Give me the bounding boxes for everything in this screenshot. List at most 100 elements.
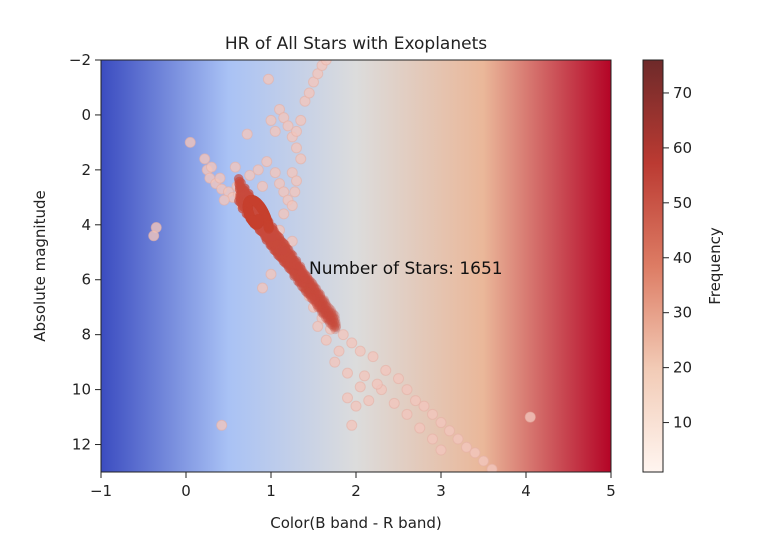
star-point: [322, 314, 333, 325]
star-point: [307, 290, 318, 301]
star-point: [318, 309, 329, 319]
star-point: [330, 319, 341, 329]
star-point: [354, 381, 366, 393]
star-point: [317, 307, 327, 318]
star-point: [524, 411, 536, 423]
star-point: [304, 277, 315, 287]
star-point: [329, 321, 340, 331]
star-point: [401, 408, 413, 420]
star-point: [401, 384, 413, 396]
star-point: [308, 282, 318, 293]
star-point: [435, 444, 447, 456]
y-axis-ticks: −2 0 2 4 6 8 10 12: [69, 51, 101, 454]
star-point: [291, 125, 302, 137]
star-point: [301, 278, 312, 288]
star-point: [330, 324, 340, 335]
x-tick-label: 0: [181, 482, 191, 500]
star-point: [320, 309, 331, 319]
star-point: [214, 172, 226, 184]
star-point: [313, 289, 324, 300]
y-tick-label: 12: [72, 436, 91, 454]
star-point: [307, 278, 318, 289]
star-point: [310, 288, 320, 298]
star-point: [320, 298, 331, 308]
colorbar: [642, 59, 664, 473]
star-point: [311, 299, 322, 310]
star-point: [299, 272, 310, 283]
star-point: [303, 281, 313, 292]
star-point: [319, 295, 329, 305]
star-point: [320, 60, 332, 66]
star-point: [311, 284, 322, 294]
star-point: [380, 364, 392, 376]
star-point: [308, 281, 319, 291]
colorbar-tick-label: 50: [673, 194, 692, 212]
star-point: [249, 195, 260, 206]
star-point: [298, 282, 309, 293]
star-point: [289, 186, 301, 198]
star-point: [310, 292, 321, 302]
star-point: [312, 293, 323, 304]
star-point: [324, 315, 334, 326]
star-point: [323, 307, 333, 317]
x-axis-ticks: −1 0 1 2 3 4 5: [90, 472, 616, 500]
star-point: [333, 345, 345, 357]
star-point: [303, 279, 313, 290]
star-point: [342, 392, 353, 404]
star-point: [312, 320, 324, 332]
star-point: [427, 408, 438, 420]
star-point: [184, 136, 196, 148]
star-point: [278, 208, 290, 220]
star-point: [337, 329, 349, 341]
star-point: [310, 286, 321, 297]
star-point: [300, 282, 311, 293]
star-point: [328, 312, 339, 323]
star-point: [265, 268, 277, 280]
star-point: [305, 290, 316, 301]
x-tick-label: −1: [90, 482, 112, 500]
star-point: [300, 270, 311, 280]
y-tick-label: −2: [69, 51, 91, 69]
star-point: [312, 297, 323, 307]
star-point: [414, 422, 426, 434]
star-point: [306, 277, 316, 287]
star-point: [444, 425, 455, 437]
star-point: [313, 302, 323, 313]
star-point: [304, 281, 315, 291]
star-point: [478, 455, 489, 467]
star-point: [246, 215, 257, 226]
x-tick-label: 4: [521, 482, 531, 500]
star-point: [418, 400, 430, 412]
star-point: [388, 397, 400, 409]
star-point: [324, 314, 334, 325]
y-tick-label: 10: [72, 381, 91, 399]
star-point: [307, 285, 317, 295]
star-point: [327, 316, 338, 326]
star-point: [324, 317, 335, 328]
star-point: [262, 73, 274, 85]
star-point: [304, 275, 315, 286]
star-point: [324, 309, 334, 319]
star-point: [292, 260, 302, 270]
star-point: [326, 308, 337, 319]
star-point: [452, 433, 464, 445]
star-point: [326, 319, 336, 330]
star-point: [313, 301, 324, 311]
star-point: [321, 305, 332, 316]
scatter-points: [148, 60, 536, 472]
star-point: [393, 373, 404, 385]
star-point: [216, 419, 228, 431]
star-point: [301, 274, 311, 284]
star-point: [342, 367, 353, 379]
y-axis-label: Absolute magnitude: [31, 190, 49, 341]
star-point: [311, 289, 322, 300]
x-tick-label: 3: [436, 482, 446, 500]
star-point: [313, 288, 324, 298]
colorbar-tick-label: 10: [673, 414, 692, 432]
star-point: [315, 289, 326, 300]
star-point: [327, 321, 338, 331]
star-point: [297, 281, 307, 292]
colorbar-label: Frequency: [706, 227, 724, 305]
star-point: [331, 322, 341, 333]
star-point: [315, 295, 326, 305]
